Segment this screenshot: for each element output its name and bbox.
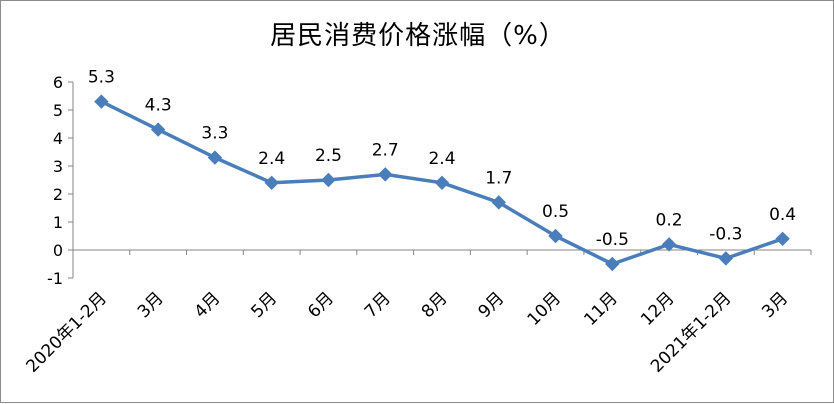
data-label: 2.5 [315, 146, 342, 166]
data-label: 2.4 [428, 149, 455, 169]
data-label: 3.3 [201, 124, 228, 144]
x-tick-label: 4月 [191, 288, 225, 322]
data-point [321, 172, 336, 188]
data-label: 0.4 [769, 205, 796, 225]
data-label: 2.7 [372, 140, 399, 160]
data-label: -0.5 [596, 230, 629, 250]
data-label: 0.5 [542, 202, 569, 222]
y-tick-label: 3 [53, 157, 63, 176]
x-tick-label: 12月 [637, 288, 678, 329]
x-tick-label: 8月 [418, 288, 452, 322]
x-tick-label: 7月 [361, 288, 395, 322]
y-tick-label: 0 [53, 241, 63, 260]
chart-title: 居民消费价格涨幅（%） [270, 21, 566, 51]
data-point [661, 237, 677, 252]
x-tick-label: 6月 [304, 288, 338, 322]
data-label: 5.3 [88, 68, 115, 88]
data-point [605, 256, 620, 272]
data-label: 0.2 [656, 210, 683, 230]
data-point [94, 94, 109, 109]
y-tick-label: 6 [53, 73, 63, 92]
x-tick-label: 10月 [524, 288, 565, 329]
data-point [150, 122, 166, 137]
x-tick-label: 3月 [134, 288, 168, 322]
data-label: 1.7 [485, 168, 512, 188]
data-point [775, 231, 790, 247]
data-label: -0.3 [709, 224, 742, 244]
x-tick-label: 11月 [580, 288, 621, 329]
data-point [548, 228, 563, 244]
data-point [378, 167, 393, 182]
x-tick-label: 5月 [247, 288, 281, 322]
data-point [264, 175, 279, 191]
data-label: 4.3 [145, 96, 172, 116]
y-tick-label: -1 [47, 269, 63, 288]
data-point [491, 195, 506, 210]
data-point [718, 251, 734, 266]
y-tick-label: 5 [53, 101, 63, 120]
y-tick-label: 1 [53, 213, 63, 232]
data-label: 2.4 [258, 149, 285, 169]
data-point [207, 150, 223, 165]
data-point [434, 175, 450, 191]
x-tick-label: 9月 [474, 288, 508, 322]
y-tick-label: 2 [53, 185, 63, 204]
x-tick-label: 3月 [758, 288, 792, 322]
x-tick-label: 2020年1-2月 [23, 288, 111, 376]
y-tick-label: 4 [53, 129, 63, 148]
